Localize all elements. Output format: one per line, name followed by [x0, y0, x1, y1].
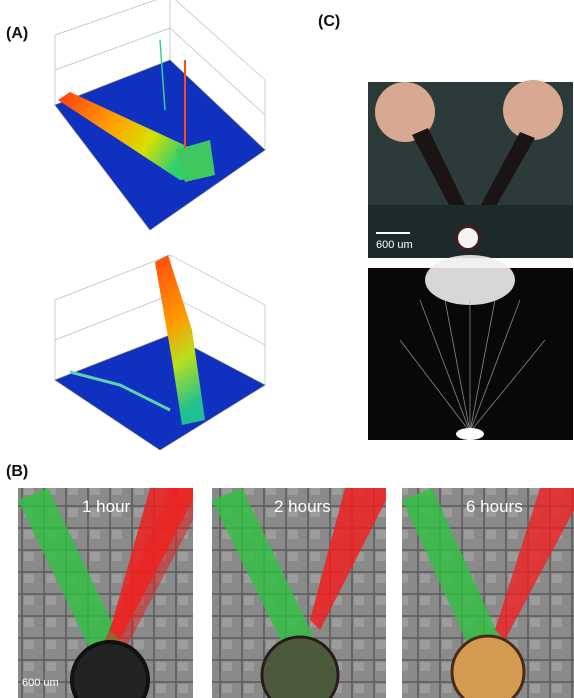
scale-bar-label: 600 um — [22, 677, 59, 689]
panel-label: (A) — [6, 25, 28, 42]
surface-plot — [55, 255, 265, 450]
scale-bar-label: 600 um — [376, 239, 413, 251]
photo-frame — [18, 488, 193, 698]
photo-frame — [402, 488, 574, 698]
figure: (A) (C) (B) 600 um — [0, 0, 574, 698]
panel-label: (C) — [318, 13, 340, 30]
panel-label: (B) — [6, 463, 28, 480]
photo: 600 um — [368, 80, 573, 258]
time-caption: 1 hour — [82, 497, 131, 516]
surface-plot — [55, 0, 265, 230]
figure-canvas: (A) (C) (B) 600 um — [0, 0, 574, 698]
time-caption: 6 hours — [466, 497, 523, 516]
photo-frame — [212, 488, 386, 698]
time-caption: 2 hours — [274, 497, 331, 516]
photo — [368, 255, 573, 440]
